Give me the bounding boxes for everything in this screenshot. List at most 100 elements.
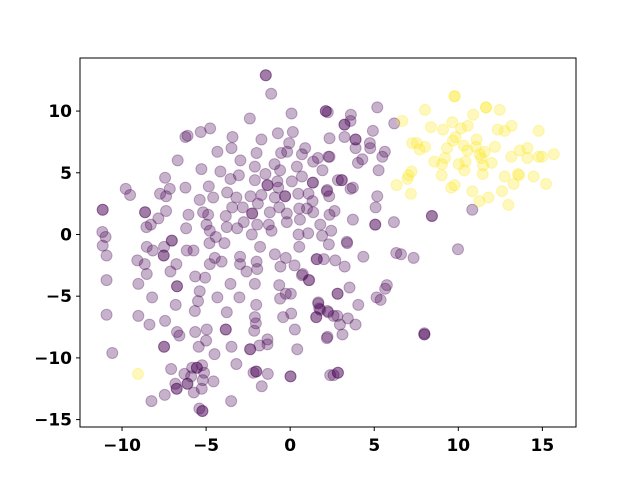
- scatter-point: [473, 148, 486, 161]
- scatter-point: [215, 255, 228, 268]
- scatter-point: [404, 187, 417, 200]
- scatter-point: [171, 280, 184, 293]
- scatter-point: [410, 137, 423, 150]
- scatter-point: [325, 224, 338, 237]
- scatter-point: [96, 226, 109, 239]
- scatter-point: [288, 323, 301, 336]
- scatter-point: [160, 190, 173, 203]
- scatter-point: [302, 227, 315, 240]
- scatter-point: [193, 285, 206, 298]
- scatter-point: [466, 203, 479, 216]
- scatter-point: [234, 258, 247, 271]
- scatter-point: [435, 158, 448, 171]
- scatter-point: [322, 150, 335, 163]
- scatter-point: [220, 306, 233, 319]
- scatter-point: [299, 142, 312, 155]
- scatter-point: [498, 124, 511, 137]
- scatter-point: [245, 228, 258, 241]
- scatter-point: [146, 244, 159, 257]
- scatter-point: [248, 311, 261, 324]
- scatter-point: [527, 170, 540, 183]
- scatter-point: [459, 155, 472, 168]
- scatter-point: [394, 248, 407, 261]
- scatter-point: [469, 140, 482, 153]
- scatter-point: [323, 132, 336, 145]
- scatter-point: [369, 218, 382, 231]
- scatter-point: [320, 332, 333, 345]
- scatter-point: [387, 216, 400, 229]
- scatter-point: [293, 213, 306, 226]
- scatter-point: [496, 185, 509, 198]
- scatter-point: [291, 343, 304, 356]
- scatter-point: [329, 254, 342, 267]
- scatter-point: [273, 279, 286, 292]
- x-axis: −10 −5 0 5 10 15: [103, 427, 554, 456]
- scatter-point: [452, 158, 465, 171]
- scatter-point: [196, 404, 209, 417]
- scatter-point: [225, 395, 238, 408]
- scatter-point: [425, 209, 438, 222]
- scatter-point: [261, 333, 274, 346]
- scatter-point: [327, 369, 340, 382]
- scatter-point: [281, 145, 294, 158]
- scatter-point: [312, 296, 325, 309]
- y-tick-label: −10: [34, 349, 72, 369]
- scatter-point: [445, 181, 458, 194]
- scatter-point: [106, 346, 119, 359]
- scatter-point: [280, 207, 293, 220]
- y-tick-label: −5: [46, 287, 72, 307]
- scatter-point: [179, 130, 192, 143]
- scatter-point: [480, 101, 493, 114]
- scatter-point: [207, 375, 220, 388]
- scatter-point: [275, 147, 288, 160]
- scatter-point: [321, 304, 334, 317]
- scatter-point: [331, 366, 344, 379]
- scatter-point: [261, 367, 274, 380]
- scatter-point: [333, 318, 346, 331]
- scatter-point: [285, 107, 298, 120]
- scatter-point: [195, 163, 208, 176]
- scatter-point: [119, 182, 132, 195]
- scatter-point: [418, 328, 431, 341]
- scatter-point: [344, 108, 357, 121]
- scatter-point: [338, 130, 351, 143]
- scatter-point: [189, 325, 202, 338]
- scatter-point: [292, 228, 305, 241]
- scatter-point: [448, 90, 461, 103]
- scatter-point: [209, 230, 222, 243]
- scatter-point: [331, 366, 344, 379]
- scatter-point: [171, 154, 184, 167]
- scatter-point: [165, 234, 178, 247]
- scatter-point: [178, 367, 191, 380]
- scatter-point: [405, 165, 418, 178]
- scatter-point: [224, 277, 237, 290]
- scatter-point: [390, 246, 403, 259]
- scatter-point: [208, 348, 221, 361]
- scatter-point: [280, 216, 293, 229]
- scatter-point: [306, 176, 319, 189]
- scatter-point: [505, 119, 518, 132]
- x-tick-label: 0: [284, 436, 296, 456]
- scatter-point: [344, 114, 357, 127]
- scatter-point: [346, 181, 359, 194]
- scatter-point: [470, 133, 483, 146]
- scatter-point: [369, 218, 382, 231]
- scatter-point: [272, 181, 285, 194]
- scatter-point: [158, 388, 171, 401]
- scatter-point: [331, 309, 344, 322]
- scatter-point: [321, 184, 334, 197]
- scatter-point: [379, 282, 392, 295]
- scatter-point: [547, 148, 560, 161]
- scatter-point: [407, 251, 420, 264]
- scatter-point: [202, 180, 215, 193]
- scatter-point: [158, 340, 171, 353]
- scatter-point: [145, 395, 158, 408]
- scatter-point: [203, 258, 216, 271]
- scatter-point: [323, 150, 336, 163]
- scatter-point: [302, 274, 315, 287]
- scatter-point: [351, 156, 364, 169]
- scatter-point: [261, 179, 274, 192]
- scatter-point: [292, 187, 305, 200]
- scatter-point: [247, 366, 260, 379]
- scatter-point: [425, 209, 438, 222]
